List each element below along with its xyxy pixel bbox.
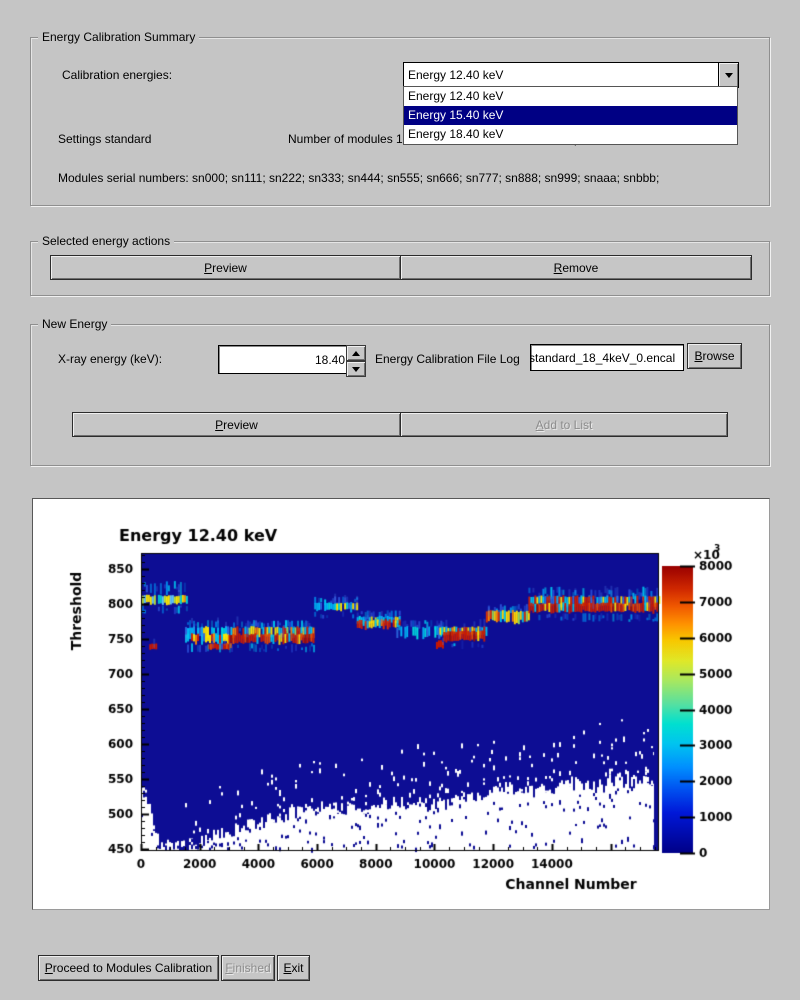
calibration-plot-panel xyxy=(32,498,770,910)
exit-button[interactable]: Exit xyxy=(277,955,310,981)
new-energy-groupbox: New Energy xyxy=(30,317,770,466)
summary-group-title: Energy Calibration Summary xyxy=(38,30,200,44)
browse-button[interactable]: Browse xyxy=(687,343,742,369)
summary-groupbox: Energy Calibration Summary xyxy=(30,30,770,206)
spin-up-button[interactable] xyxy=(346,345,366,361)
calibration-energy-combobox[interactable]: Energy 12.40 keV xyxy=(403,62,739,88)
chevron-up-icon xyxy=(352,350,360,356)
xray-energy-value: 18.40 xyxy=(314,352,345,367)
remove-selected-button[interactable]: Remove xyxy=(400,255,752,280)
file-log-value: standard_18_4keV_0.encal xyxy=(530,350,676,365)
dropdown-item-energy-12[interactable]: Energy 12.40 keV xyxy=(408,89,504,103)
xray-energy-label: X-ray energy (keV): xyxy=(58,352,163,366)
chevron-down-icon xyxy=(352,366,360,372)
add-to-list-button: Add to List xyxy=(400,412,728,437)
serial-numbers-text: Modules serial numbers: sn000; sn111; sn… xyxy=(58,171,660,185)
dropdown-item-energy-15[interactable]: Energy 15.40 keV xyxy=(404,106,737,125)
actions-groupbox: Selected energy actions xyxy=(30,234,770,296)
dropdown-item-energy-18[interactable]: Energy 18.40 keV xyxy=(408,127,504,141)
proceed-to-modules-calibration-button[interactable]: Proceed to Modules Calibration xyxy=(38,955,219,981)
file-log-input[interactable]: standard_18_4keV_0.encal xyxy=(530,344,684,371)
preview-new-energy-button[interactable]: Preview xyxy=(72,412,401,437)
threshold-scan-heatmap xyxy=(33,499,769,909)
file-log-label: Energy Calibration File Log xyxy=(375,352,520,366)
chevron-down-icon xyxy=(724,72,733,78)
combobox-value: Energy 12.40 keV xyxy=(408,68,504,82)
modules-count-text: Number of modules 12 xyxy=(288,132,410,146)
finished-button: Finished xyxy=(221,955,275,981)
new-energy-group-title: New Energy xyxy=(38,317,112,331)
combobox-dropdown-button[interactable] xyxy=(718,63,738,87)
actions-group-title: Selected energy actions xyxy=(38,234,175,248)
spin-down-button[interactable] xyxy=(346,361,366,377)
xray-energy-input[interactable]: 18.40 xyxy=(218,345,352,374)
energy-dropdown-list: Energy 12.40 keV Energy 15.40 keV Energy… xyxy=(403,86,738,145)
calibration-energies-label: Calibration energies: xyxy=(62,68,173,82)
settings-text: Settings standard xyxy=(58,132,152,146)
energy-spinner xyxy=(346,345,366,377)
preview-selected-button[interactable]: Preview xyxy=(50,255,401,280)
